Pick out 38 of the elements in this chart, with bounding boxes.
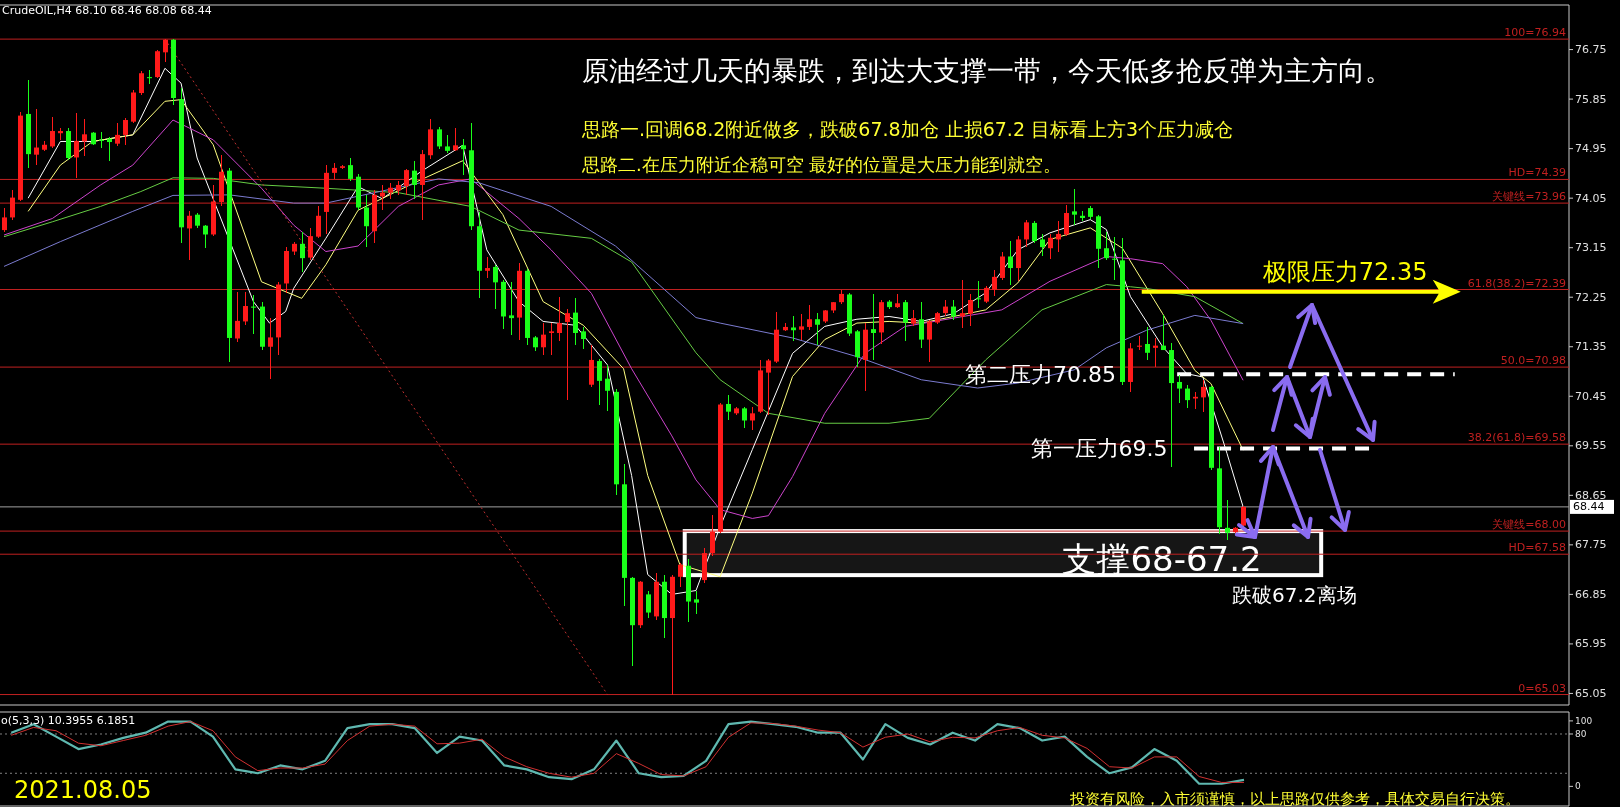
y-tick-label: 65.95: [1575, 637, 1607, 651]
y-tick-label: 75.85: [1575, 92, 1607, 106]
title: 原油经过几天的暴跌，到达大支撑一带，今天低多抢反弹为主方向。: [582, 55, 1392, 86]
annotation: CrudeOIL,H4 68.10 68.46 68.08 68.44: [2, 4, 212, 17]
annotation: 第一压力69.5: [1030, 436, 1168, 462]
title: o(5,3,3) 10.3955 6.1851: [1, 714, 136, 727]
annotation: 思路一.回调68.2附近做多，跌破67.8加仓 止损67.2 目标看上方3个压力减仓: [582, 118, 1234, 140]
y-tick-label: 73.15: [1575, 241, 1607, 255]
band-label: 支撑68-67.2: [1062, 539, 1262, 580]
y-tick-label: 76.75: [1575, 43, 1607, 57]
y-tick-label: 72.25: [1575, 290, 1607, 304]
y-tick-label: 71.35: [1575, 340, 1607, 354]
y-tick-label: 74.95: [1575, 142, 1607, 156]
ref-label: 关键线=68.00: [1492, 518, 1566, 532]
ref-label: 关键线=73.96: [1492, 190, 1566, 204]
y-tick-label: 100: [1575, 715, 1593, 726]
ref-label: 50.0=70.98: [1500, 354, 1566, 368]
ref-label: HD=74.39: [1508, 166, 1566, 180]
y-tick-label: 80: [1575, 728, 1587, 739]
y-tick-label: 70.45: [1575, 389, 1607, 403]
annotation: 思路二.在压力附近企稳可空 最好的位置是大压力能到就空。: [582, 154, 1062, 175]
annotation: 极限压力72.35: [1262, 257, 1428, 286]
y-tick-label: 69.55: [1575, 439, 1607, 453]
y-tick-label: 67.75: [1575, 538, 1607, 552]
ref-label: 38.2(61.8)=69.58: [1467, 431, 1566, 445]
annotation: 投资有风险，入市须谨慎，以上思路仅供参考，具体交易自行决策。: [1070, 790, 1520, 807]
annotation: 2021.08.05: [14, 776, 152, 804]
ref-label: 0=65.03: [1518, 681, 1566, 695]
price-label: 68.44: [1573, 500, 1605, 514]
ref-label: 100=76.94: [1504, 26, 1566, 40]
y-tick-label: 74.05: [1575, 191, 1607, 205]
ref-label: 61.8(38.2)=72.39: [1467, 276, 1566, 290]
y-tick-label: 0: [1575, 781, 1581, 792]
ref-label: HD=67.58: [1508, 541, 1566, 555]
y-tick-label: 66.85: [1575, 587, 1607, 601]
annotation: 跌破67.2离场: [1232, 583, 1357, 607]
y-tick-label: 68.65: [1575, 488, 1607, 502]
y-tick-label: 65.05: [1575, 686, 1607, 700]
